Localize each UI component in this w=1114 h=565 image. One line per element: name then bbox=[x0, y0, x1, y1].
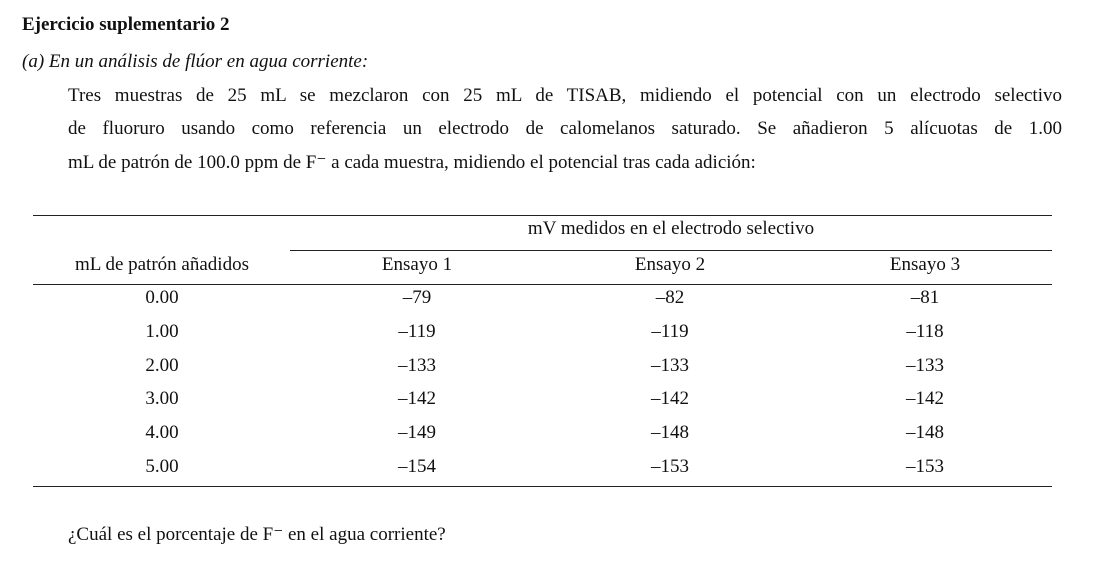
paragraph-line: de fluoruro usando como referencia un el… bbox=[68, 118, 1062, 139]
table-cell: –133 bbox=[398, 354, 436, 376]
table-cell: 3.00 bbox=[145, 388, 179, 410]
table-cell: –133 bbox=[651, 354, 689, 376]
table-cell: –148 bbox=[651, 422, 689, 444]
table-cell: 1.00 bbox=[145, 320, 179, 342]
rule bbox=[290, 250, 1052, 251]
table-cell: –79 bbox=[402, 287, 432, 308]
column-header: Ensayo 3 bbox=[889, 254, 961, 275]
table-cell: –119 bbox=[651, 320, 689, 342]
group-header: mV medidos en el electrodo selectivo bbox=[527, 218, 815, 239]
column-header: Ensayo 1 bbox=[381, 254, 453, 275]
column-header: mL de patrón añadidos bbox=[75, 254, 249, 275]
table-cell: 5.00 bbox=[145, 456, 179, 477]
table-cell: –81 bbox=[910, 287, 940, 308]
rule bbox=[33, 284, 1052, 285]
rule bbox=[33, 215, 1052, 216]
table-cell: –119 bbox=[398, 320, 436, 342]
table-cell: –118 bbox=[906, 320, 944, 342]
table-cell: –149 bbox=[398, 422, 436, 444]
column-header: Ensayo 2 bbox=[634, 254, 706, 275]
table-cell: –153 bbox=[651, 456, 689, 477]
table-cell: –142 bbox=[651, 388, 689, 410]
paragraph-line: Tres muestras de 25 mL se mezclaron con … bbox=[68, 85, 1062, 106]
table-cell: –82 bbox=[655, 287, 685, 308]
question: ¿Cuál es el porcentaje de F⁻ en el agua … bbox=[68, 524, 446, 545]
title: Ejercicio suplementario 2 bbox=[22, 14, 230, 35]
rule bbox=[33, 486, 1052, 487]
table-cell: 0.00 bbox=[145, 287, 179, 308]
paragraph-line: mL de patrón de 100.0 ppm de F⁻ a cada m… bbox=[68, 152, 756, 173]
table-cell: 4.00 bbox=[145, 422, 179, 444]
subtitle: (a) En un análisis de flúor en agua corr… bbox=[22, 51, 369, 72]
table-cell: –154 bbox=[398, 456, 436, 477]
table-cell: –142 bbox=[906, 388, 944, 410]
table-cell: –148 bbox=[906, 422, 944, 444]
table-cell: 2.00 bbox=[145, 354, 179, 376]
table-cell: –153 bbox=[906, 456, 944, 477]
table-cell: –142 bbox=[398, 388, 436, 410]
table-cell: –133 bbox=[906, 354, 944, 376]
